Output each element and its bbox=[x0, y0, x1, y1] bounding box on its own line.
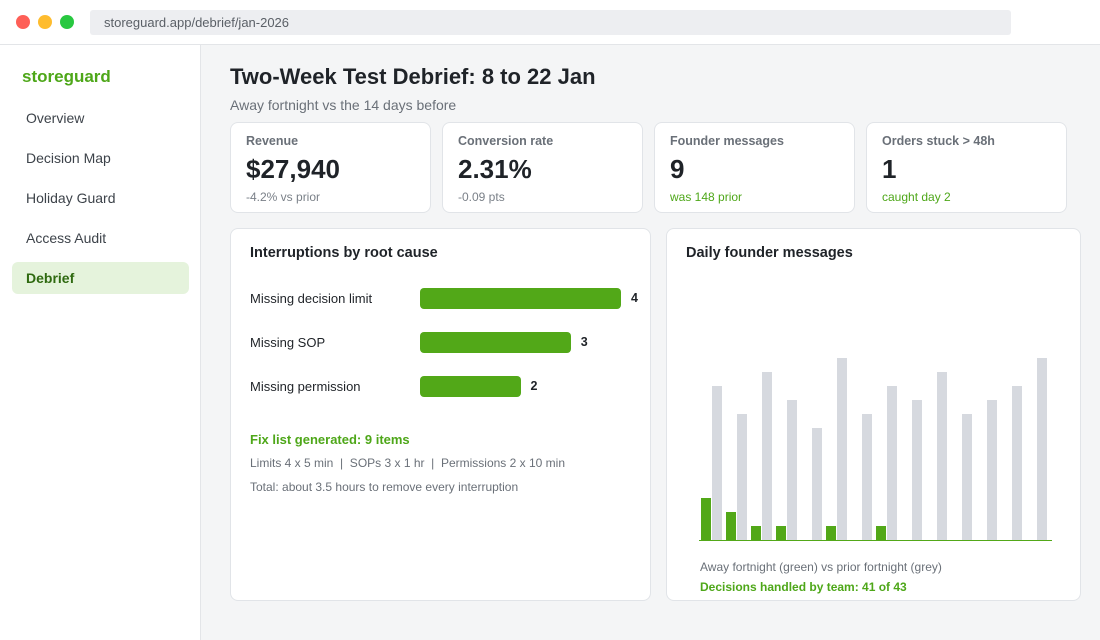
cause-count: 3 bbox=[580, 335, 588, 349]
cause-bar bbox=[420, 376, 521, 397]
chart-summary: Decisions handled by team: 41 of 43 bbox=[700, 580, 907, 594]
kpi-label: Orders stuck > 48h bbox=[882, 134, 995, 148]
minimize-window-button[interactable] bbox=[38, 15, 52, 29]
browser-titlebar: storeguard.app/debrief/jan-2026 bbox=[0, 0, 1100, 45]
cause-label: Missing decision limit bbox=[250, 291, 373, 306]
away-fortnight-bar bbox=[726, 512, 736, 540]
kpi-label: Revenue bbox=[246, 134, 299, 148]
chart-caption: Away fortnight (green) vs prior fortnigh… bbox=[700, 560, 942, 574]
kpi-value: 9 bbox=[670, 154, 685, 184]
prior-fortnight-bar bbox=[812, 428, 822, 540]
prior-fortnight-bar bbox=[1012, 386, 1022, 540]
sidebar-item-debrief[interactable]: Debrief bbox=[12, 262, 189, 294]
prior-fortnight-bar bbox=[937, 372, 947, 540]
sidebar: storeguard Overview Decision Map Holiday… bbox=[0, 45, 201, 640]
prior-fortnight-bar bbox=[737, 414, 747, 540]
cause-count: 2 bbox=[530, 379, 538, 393]
prior-fortnight-bar bbox=[712, 386, 722, 540]
sidebar-item-decision-map[interactable]: Decision Map bbox=[26, 150, 111, 166]
address-bar[interactable]: storeguard.app/debrief/jan-2026 bbox=[90, 10, 1011, 35]
kpi-label: Founder messages bbox=[670, 134, 784, 148]
prior-fortnight-bar bbox=[962, 414, 972, 540]
prior-fortnight-bar bbox=[1037, 358, 1047, 540]
page-title: Two-Week Test Debrief: 8 to 22 Jan bbox=[230, 64, 596, 89]
away-fortnight-bar bbox=[776, 526, 786, 540]
prior-fortnight-bar bbox=[837, 358, 847, 540]
main-content: Two-Week Test Debrief: 8 to 22 Jan Away … bbox=[201, 45, 1100, 640]
fix-list-title[interactable]: Fix list generated: 9 items bbox=[250, 432, 410, 447]
prior-fortnight-bar bbox=[862, 414, 872, 540]
away-fortnight-bar bbox=[701, 498, 711, 540]
away-fortnight-bar bbox=[751, 526, 761, 540]
kpi-label: Conversion rate bbox=[458, 134, 554, 148]
kpi-card-revenue: Revenue $27,940 -4.2% vs prior bbox=[230, 122, 431, 213]
kpi-card-founder-messages: Founder messages 9 was 148 prior bbox=[654, 122, 855, 213]
cause-label: Missing permission bbox=[250, 379, 361, 394]
away-fortnight-bar bbox=[826, 526, 836, 540]
brand-logo[interactable]: storeguard bbox=[22, 67, 111, 86]
kpi-card-orders-stuck: Orders stuck > 48h 1 caught day 2 bbox=[866, 122, 1067, 213]
cause-bar bbox=[420, 288, 621, 309]
maximize-window-button[interactable] bbox=[60, 15, 74, 29]
cause-label: Missing SOP bbox=[250, 335, 326, 350]
sidebar-item-overview[interactable]: Overview bbox=[26, 110, 85, 126]
kpi-value: $27,940 bbox=[246, 154, 340, 184]
daily-messages-title: Daily founder messages bbox=[686, 245, 853, 261]
prior-fortnight-bar bbox=[912, 400, 922, 540]
sidebar-item-holiday-guard[interactable]: Holiday Guard bbox=[26, 190, 116, 206]
prior-fortnight-bar bbox=[887, 386, 897, 540]
interruptions-title: Interruptions by root cause bbox=[250, 245, 438, 261]
interruptions-panel: Interruptions by root cause Missing deci… bbox=[230, 228, 651, 601]
daily-messages-panel: Daily founder messages Away fortnight (g… bbox=[666, 228, 1081, 601]
close-window-button[interactable] bbox=[16, 15, 30, 29]
kpi-note: caught day 2 bbox=[882, 190, 951, 204]
cause-count: 4 bbox=[631, 291, 638, 305]
kpi-card-conversion-rate: Conversion rate 2.31% -0.09 pts bbox=[442, 122, 643, 213]
sidebar-item-access-audit[interactable]: Access Audit bbox=[26, 230, 107, 246]
cause-row: Missing decision limit 4 bbox=[250, 288, 650, 310]
daily-messages-chart bbox=[699, 358, 1052, 541]
cause-row: Missing permission 2 bbox=[250, 376, 650, 398]
kpi-note: -0.09 pts bbox=[458, 190, 505, 204]
cause-bar bbox=[420, 332, 571, 353]
away-fortnight-bar bbox=[876, 526, 886, 540]
fix-list-detail: Limits 4 x 5 min | SOPs 3 x 1 hr | Permi… bbox=[250, 456, 565, 470]
fix-list-total: Total: about 3.5 hours to remove every i… bbox=[250, 480, 519, 494]
kpi-value: 2.31% bbox=[458, 154, 532, 184]
cause-row: Missing SOP 3 bbox=[250, 332, 650, 354]
kpi-value: 1 bbox=[882, 154, 897, 184]
prior-fortnight-bar bbox=[987, 400, 997, 540]
kpi-note: was 148 prior bbox=[670, 190, 743, 204]
prior-fortnight-bar bbox=[787, 400, 797, 540]
page-subtitle: Away fortnight vs the 14 days before bbox=[230, 97, 457, 113]
prior-fortnight-bar bbox=[762, 372, 772, 540]
kpi-note: -4.2% vs prior bbox=[246, 190, 321, 204]
